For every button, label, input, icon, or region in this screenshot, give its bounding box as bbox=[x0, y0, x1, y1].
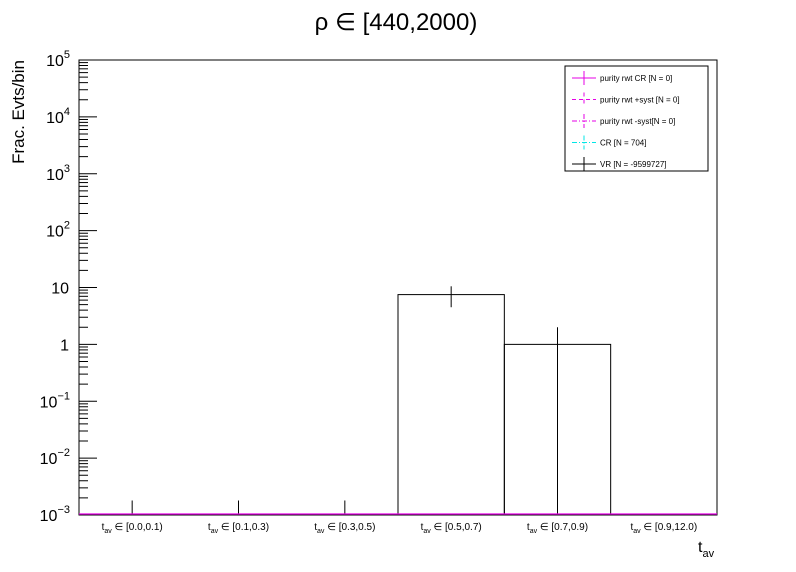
legend-label: purity rwt +syst [N = 0] bbox=[600, 96, 680, 105]
y-tick-label: 104 bbox=[46, 106, 70, 127]
y-tick-label: 10−3 bbox=[40, 504, 70, 525]
y-tick-label: 102 bbox=[46, 220, 70, 241]
legend-label: purity rwt CR [N = 0] bbox=[600, 74, 672, 83]
legend-label: CR [N = 704] bbox=[600, 139, 646, 148]
y-tick-label: 105 bbox=[46, 49, 70, 70]
x-tick-label: tav ∈ [0.1,0.3) bbox=[208, 522, 269, 535]
y-tick-label: 1 bbox=[60, 337, 69, 354]
x-axis-label: tav bbox=[698, 539, 715, 560]
histogram-bars bbox=[397, 294, 612, 516]
x-tick-label: tav ∈ [0.3,0.5) bbox=[314, 522, 375, 535]
y-tick-label: 10−1 bbox=[40, 390, 70, 411]
legend-label: purity rwt -syst[N = 0] bbox=[600, 117, 675, 126]
y-tick-label: 10 bbox=[51, 281, 69, 298]
legend: purity rwt CR [N = 0] purity rwt +syst [N… bbox=[564, 65, 709, 172]
legend-label: VR [N = -9599727] bbox=[600, 160, 666, 169]
x-tick-label: tav ∈ [0.9,12.0) bbox=[630, 522, 697, 535]
x-tick-label: tav ∈ [0.0,0.1) bbox=[102, 522, 163, 535]
legend-box bbox=[564, 65, 709, 172]
y-tick-label: 10−2 bbox=[40, 447, 70, 468]
x-tick-label: tav ∈ [0.7,0.9) bbox=[527, 522, 588, 535]
y-axis-label: Frac. Evts/bin bbox=[9, 60, 28, 164]
chart-title: ρ ∈ [440,2000) bbox=[315, 9, 478, 36]
y-axis: 10−3 10−2 10−1 1 10 102 103 104 105 bbox=[40, 49, 97, 525]
x-tick-label: tav ∈ [0.5,0.7) bbox=[421, 522, 482, 535]
error-bars bbox=[131, 286, 558, 515]
x-axis: tav ∈ [0.0,0.1) tav ∈ [0.1,0.3) tav ∈ [0.3… bbox=[102, 522, 698, 535]
y-tick-label: 103 bbox=[46, 163, 70, 184]
vr-bar bbox=[397, 294, 505, 516]
